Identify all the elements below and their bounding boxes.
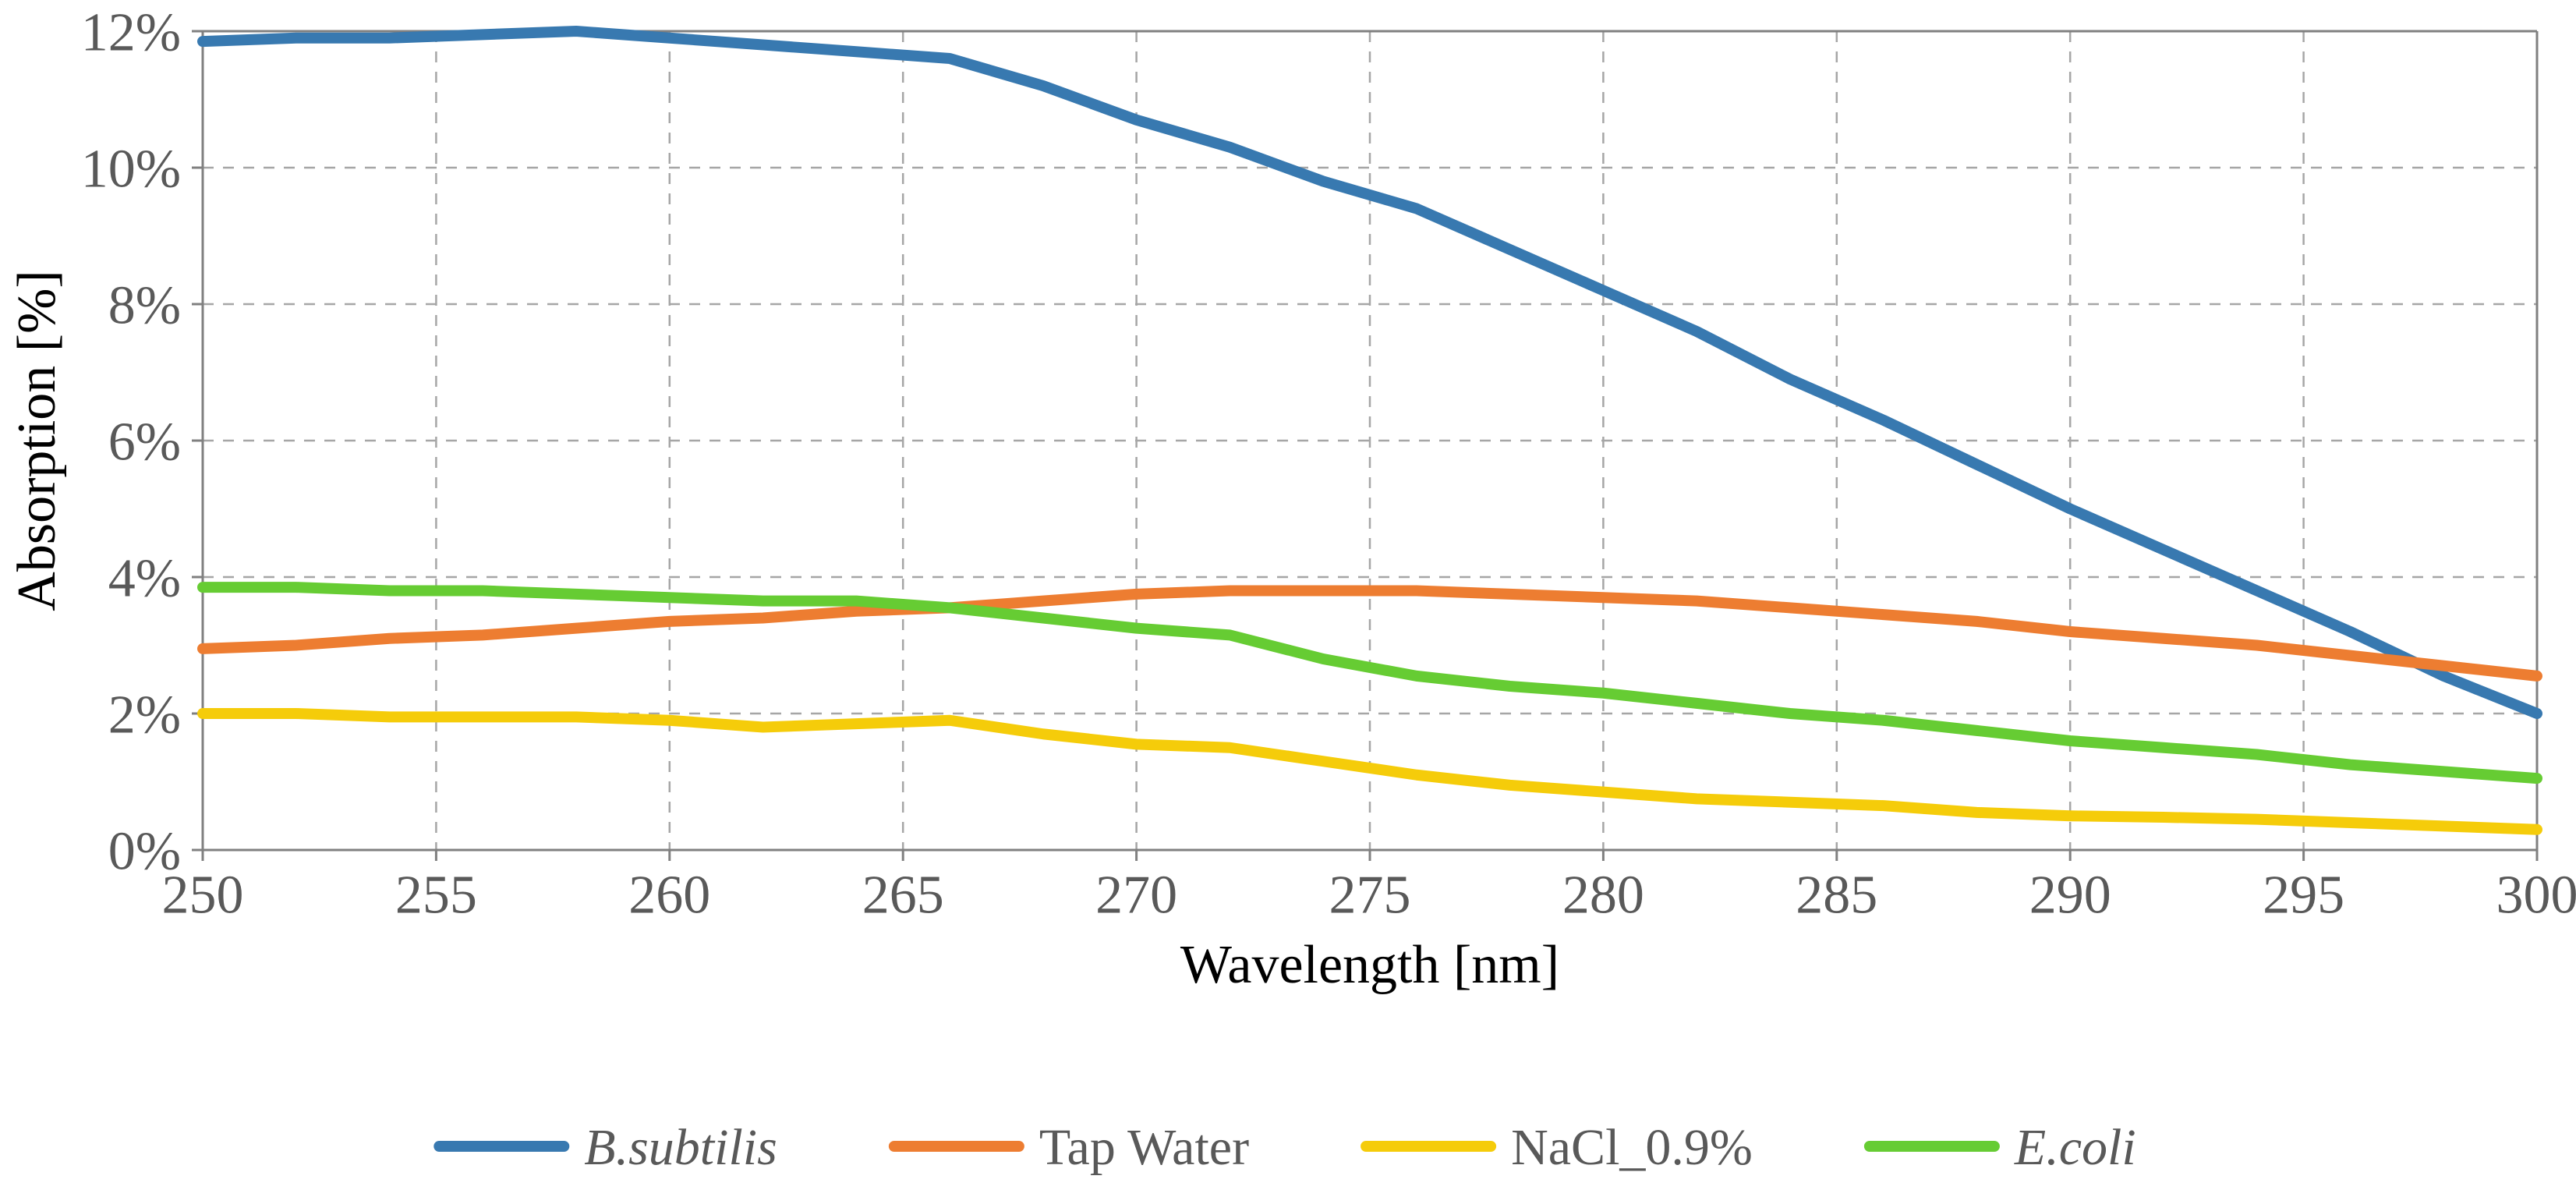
x-tick-label: 295 bbox=[2263, 866, 2344, 926]
x-tick-label: 280 bbox=[1562, 866, 1644, 926]
x-tick-label: 265 bbox=[862, 866, 944, 926]
x-tick-label: 270 bbox=[1095, 866, 1177, 926]
chart-svg: 2502552602652702752802852902953000%2%4%6… bbox=[0, 0, 2576, 1197]
y-tick-label: 4% bbox=[108, 549, 181, 609]
y-tick-label: 12% bbox=[81, 3, 181, 63]
y-tick-label: 2% bbox=[108, 685, 181, 745]
legend-label: E.coli bbox=[2014, 1119, 2136, 1176]
y-tick-label: 6% bbox=[108, 413, 181, 473]
legend-label: Tap Water bbox=[1039, 1119, 1249, 1176]
absorption-line-chart: 2502552602652702752802852902953000%2%4%6… bbox=[0, 0, 2576, 1197]
x-tick-label: 275 bbox=[1329, 866, 1411, 926]
y-tick-label: 10% bbox=[81, 140, 181, 200]
x-tick-label: 260 bbox=[628, 866, 710, 926]
x-tick-label: 300 bbox=[2496, 866, 2576, 926]
x-tick-label: 290 bbox=[2029, 866, 2111, 926]
legend-label: B.subtilis bbox=[584, 1119, 777, 1176]
legend-label: NaCl_0.9% bbox=[1511, 1119, 1753, 1176]
x-axis-label: Wavelength [nm] bbox=[1180, 935, 1559, 995]
x-tick-label: 285 bbox=[1796, 866, 1877, 926]
y-tick-label: 8% bbox=[108, 276, 181, 336]
y-axis-label: Absorption [%] bbox=[7, 270, 67, 611]
x-tick-label: 255 bbox=[395, 866, 477, 926]
y-tick-label: 0% bbox=[108, 822, 181, 882]
